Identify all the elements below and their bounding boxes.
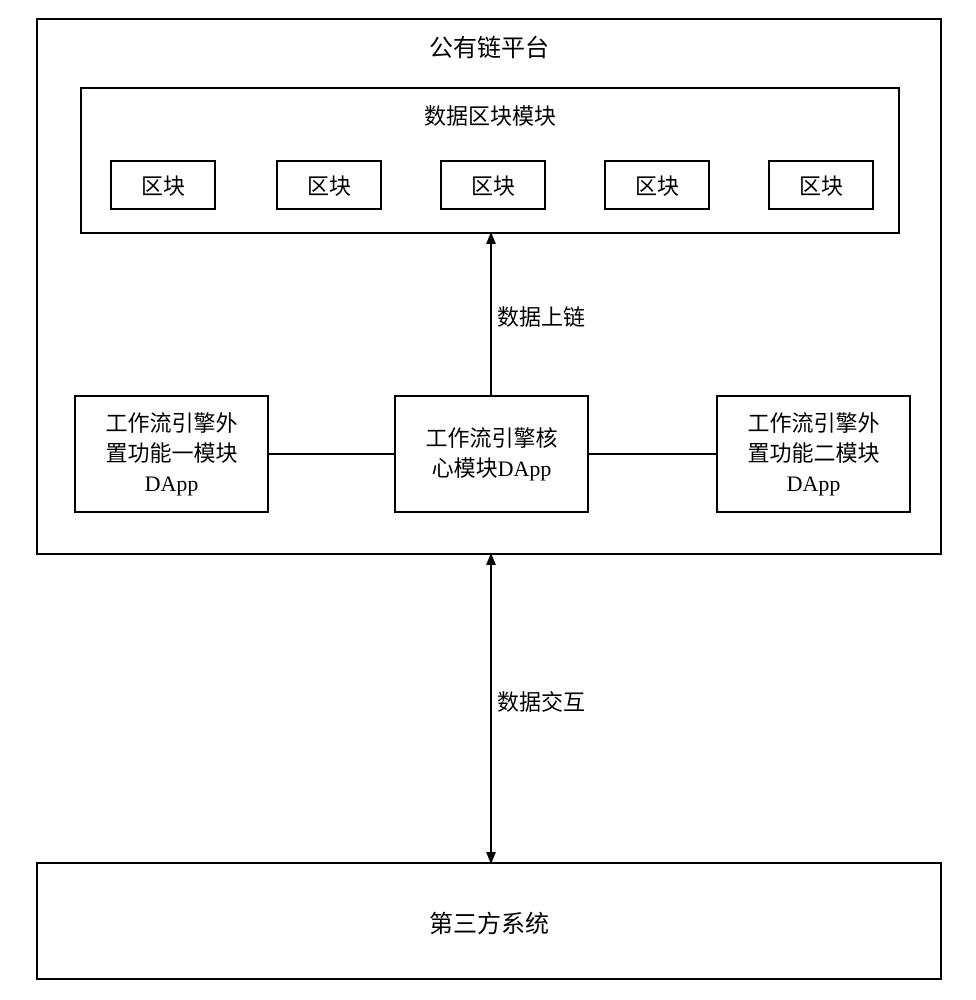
upload-arrow-label: 数据上链 [497,300,585,332]
connectors-svg [0,0,976,1000]
diagram-canvas: 公有链平台 数据区块模块 区块 区块 区块 区块 区块 工作流引擎外 置功能一模… [0,0,976,1000]
exchange-arrow-label: 数据交互 [497,685,585,717]
